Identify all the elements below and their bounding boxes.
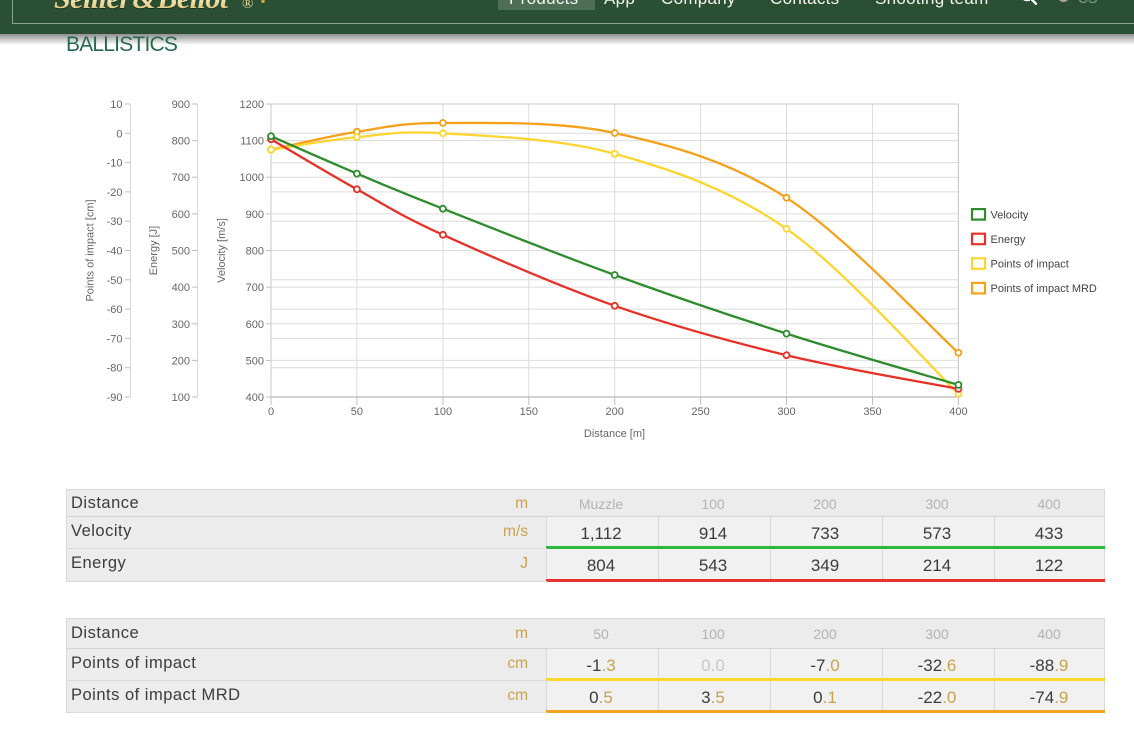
svg-text:-40: -40 xyxy=(107,246,123,258)
svg-text:-80: -80 xyxy=(107,363,123,375)
svg-text:700: 700 xyxy=(172,172,190,184)
svg-text:Velocity: Velocity xyxy=(991,209,1029,221)
svg-text:0: 0 xyxy=(116,128,122,140)
svg-text:400: 400 xyxy=(949,406,967,418)
svg-text:Energy: Energy xyxy=(991,234,1026,246)
svg-text:250: 250 xyxy=(691,406,709,418)
svg-text:50: 50 xyxy=(351,406,363,418)
svg-text:500: 500 xyxy=(172,246,190,258)
svg-text:Points of impact: Points of impact xyxy=(991,259,1069,271)
svg-text:Points of impact [cm]: Points of impact [cm] xyxy=(85,199,97,301)
svg-text:1000: 1000 xyxy=(240,172,264,184)
svg-text:10: 10 xyxy=(110,99,122,111)
svg-text:900: 900 xyxy=(246,209,264,221)
svg-text:-90: -90 xyxy=(107,392,123,404)
svg-text:-10: -10 xyxy=(107,158,123,170)
svg-text:1200: 1200 xyxy=(240,99,264,111)
svg-text:-50: -50 xyxy=(107,275,123,287)
svg-text:100: 100 xyxy=(172,392,190,404)
svg-text:1100: 1100 xyxy=(240,136,264,148)
svg-text:300: 300 xyxy=(172,319,190,331)
svg-text:150: 150 xyxy=(520,406,538,418)
svg-text:Sellier & Bellot: Sellier & Bellot xyxy=(54,0,230,16)
svg-text:100: 100 xyxy=(434,406,452,418)
svg-text:®: ® xyxy=(242,0,253,12)
svg-text:600: 600 xyxy=(246,319,264,331)
svg-text:600: 600 xyxy=(172,209,190,221)
svg-text:Distance [m]: Distance [m] xyxy=(584,428,645,440)
svg-text:300: 300 xyxy=(777,406,795,418)
svg-text:Points of impact MRD: Points of impact MRD xyxy=(991,283,1097,295)
svg-text:-70: -70 xyxy=(107,333,123,345)
svg-text:900: 900 xyxy=(172,99,190,111)
svg-text:-30: -30 xyxy=(107,216,123,228)
svg-text:800: 800 xyxy=(246,246,264,258)
svg-text:-60: -60 xyxy=(107,304,123,316)
svg-text:0: 0 xyxy=(268,406,274,418)
svg-text:200: 200 xyxy=(172,355,190,367)
svg-text:400: 400 xyxy=(246,392,264,404)
svg-text:Energy [J]: Energy [J] xyxy=(148,226,160,276)
svg-text:400: 400 xyxy=(172,282,190,294)
svg-text:700: 700 xyxy=(246,282,264,294)
svg-text:200: 200 xyxy=(606,406,624,418)
svg-text:Sellier & Bellot: Sellier & Bellot xyxy=(54,0,230,15)
svg-text:-20: -20 xyxy=(107,187,123,199)
svg-text:800: 800 xyxy=(172,136,190,148)
svg-text:500: 500 xyxy=(246,355,264,367)
svg-text:350: 350 xyxy=(863,406,881,418)
svg-text:Velocity [m/s]: Velocity [m/s] xyxy=(216,218,228,283)
